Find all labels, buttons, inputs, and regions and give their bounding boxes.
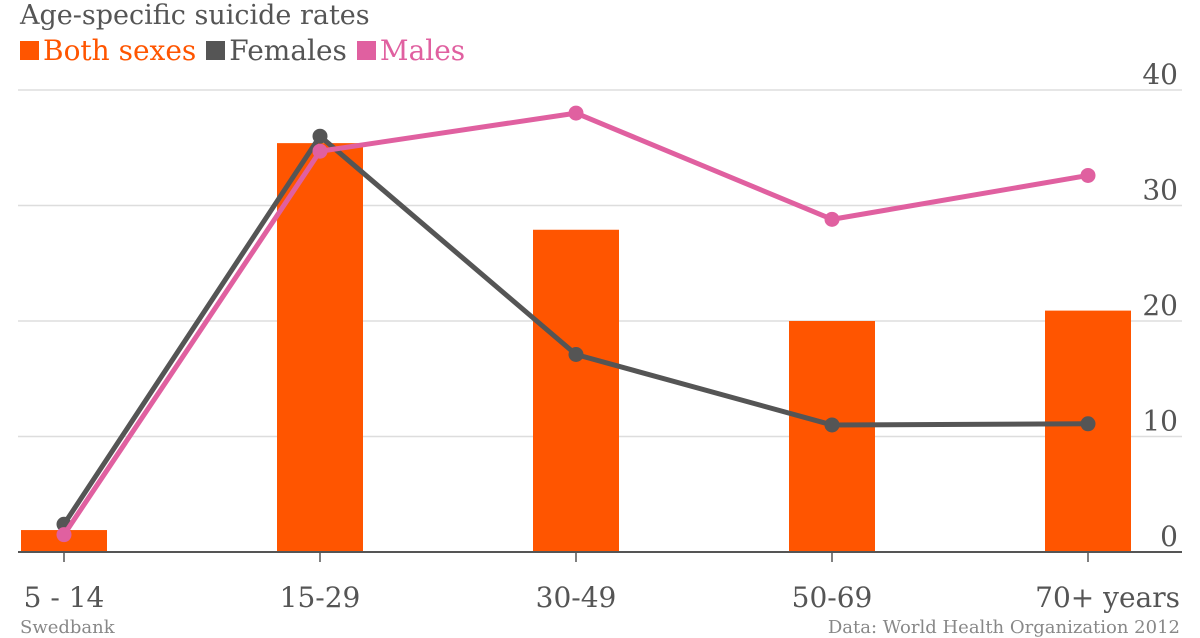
legend-swatch-males — [356, 41, 376, 60]
legend-swatch-both-sexes — [20, 41, 39, 60]
legend-item-females: Females — [206, 34, 347, 67]
legend-label-females: Females — [229, 34, 347, 67]
bar-both-sexes-2 — [533, 229, 619, 552]
point-males-1 — [312, 143, 328, 159]
point-males-3 — [824, 211, 840, 227]
chart-title: Age-specific suicide rates — [20, 0, 370, 31]
bar-series — [21, 143, 1131, 552]
point-females-1 — [312, 128, 328, 144]
x-tick-label-0: 5 - 14 — [24, 581, 105, 614]
y-tick-label-0: 0 — [1160, 520, 1178, 553]
point-males-2 — [568, 105, 584, 121]
point-males-4 — [1080, 167, 1096, 183]
y-axis-labels: 0 10 20 30 40 — [1142, 58, 1178, 553]
line-series — [56, 105, 1096, 543]
legend-label-both-sexes: Both sexes — [43, 34, 197, 67]
legend-swatch-females — [206, 41, 226, 60]
y-tick-label-30: 30 — [1142, 174, 1178, 207]
x-tick-label-2: 30-49 — [536, 581, 617, 614]
x-tick-label-3: 50-69 — [792, 581, 873, 614]
point-females-4 — [1080, 416, 1096, 432]
source-right: Data: World Health Organization 2012 — [827, 617, 1180, 638]
bar-both-sexes-3 — [789, 321, 875, 552]
bar-both-sexes-4 — [1045, 310, 1131, 552]
source-left: Swedbank — [20, 617, 115, 638]
point-males-0 — [56, 527, 72, 543]
point-females-3 — [824, 417, 840, 433]
x-axis: 5 - 14 15-29 30-49 50-69 70+ years — [18, 551, 1182, 614]
point-females-2 — [568, 346, 584, 362]
legend-label-males: Males — [379, 34, 466, 67]
bar-both-sexes-1 — [277, 143, 363, 552]
x-tick-label-1: 15-29 — [280, 581, 361, 614]
legend-item-males: Males — [356, 34, 466, 67]
y-tick-label-20: 20 — [1142, 289, 1178, 322]
legend-item-both-sexes: Both sexes — [20, 34, 196, 67]
x-tick-label-4: 70+ years — [1035, 581, 1180, 614]
y-tick-label-40: 40 — [1142, 58, 1178, 91]
y-tick-label-10: 10 — [1142, 405, 1178, 438]
legend: Both sexes Females Males — [20, 34, 465, 67]
